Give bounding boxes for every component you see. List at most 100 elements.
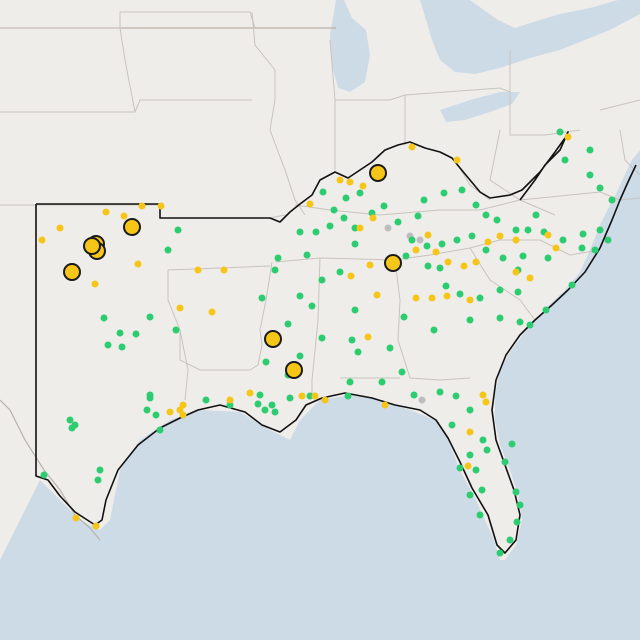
green-marker[interactable]: [312, 228, 320, 236]
green-marker[interactable]: [296, 352, 304, 360]
yellow-marker[interactable]: [138, 202, 146, 210]
yellow-marker[interactable]: [321, 396, 329, 404]
green-marker[interactable]: [303, 251, 311, 259]
green-marker[interactable]: [420, 196, 428, 204]
yellow-marker[interactable]: [336, 176, 344, 184]
green-marker[interactable]: [468, 232, 476, 240]
yellow-marker[interactable]: [526, 274, 534, 282]
green-marker[interactable]: [516, 318, 524, 326]
green-marker[interactable]: [258, 294, 266, 302]
green-marker[interactable]: [268, 401, 276, 409]
yellow-marker[interactable]: [432, 248, 440, 256]
green-marker[interactable]: [132, 330, 140, 338]
yellow-marker[interactable]: [472, 258, 480, 266]
green-marker[interactable]: [66, 416, 74, 424]
yellow-marker[interactable]: [364, 333, 372, 341]
green-marker[interactable]: [559, 236, 567, 244]
green-marker[interactable]: [586, 171, 594, 179]
green-marker[interactable]: [506, 536, 514, 544]
large-yellow-marker[interactable]: [63, 263, 81, 281]
yellow-marker[interactable]: [544, 231, 552, 239]
green-marker[interactable]: [356, 189, 364, 197]
yellow-marker[interactable]: [428, 294, 436, 302]
green-marker[interactable]: [354, 348, 362, 356]
green-marker[interactable]: [476, 294, 484, 302]
large-yellow-marker[interactable]: [83, 237, 101, 255]
green-marker[interactable]: [254, 400, 262, 408]
green-marker[interactable]: [448, 421, 456, 429]
green-marker[interactable]: [579, 230, 587, 238]
green-marker[interactable]: [458, 186, 466, 194]
yellow-marker[interactable]: [346, 178, 354, 186]
yellow-marker[interactable]: [496, 232, 504, 240]
green-marker[interactable]: [453, 236, 461, 244]
green-marker[interactable]: [410, 391, 418, 399]
green-marker[interactable]: [342, 194, 350, 202]
green-marker[interactable]: [526, 321, 534, 329]
green-marker[interactable]: [336, 268, 344, 276]
yellow-marker[interactable]: [412, 294, 420, 302]
green-marker[interactable]: [479, 436, 487, 444]
yellow-marker[interactable]: [453, 156, 461, 164]
green-marker[interactable]: [116, 329, 124, 337]
yellow-marker[interactable]: [102, 208, 110, 216]
yellow-marker[interactable]: [482, 398, 490, 406]
green-marker[interactable]: [501, 458, 509, 466]
large-yellow-marker[interactable]: [123, 218, 141, 236]
green-marker[interactable]: [256, 391, 264, 399]
yellow-marker[interactable]: [166, 408, 174, 416]
green-marker[interactable]: [476, 511, 484, 519]
green-marker[interactable]: [40, 471, 48, 479]
green-marker[interactable]: [394, 218, 402, 226]
green-marker[interactable]: [440, 189, 448, 197]
yellow-marker[interactable]: [311, 392, 319, 400]
yellow-marker[interactable]: [38, 236, 46, 244]
green-marker[interactable]: [306, 392, 314, 400]
green-marker[interactable]: [261, 406, 269, 414]
gray-marker[interactable]: [418, 396, 426, 404]
green-marker[interactable]: [146, 313, 154, 321]
large-yellow-marker[interactable]: [384, 254, 402, 272]
green-marker[interactable]: [156, 426, 164, 434]
green-marker[interactable]: [608, 196, 616, 204]
green-marker[interactable]: [318, 334, 326, 342]
green-marker[interactable]: [378, 378, 386, 386]
green-marker[interactable]: [346, 378, 354, 386]
green-marker[interactable]: [496, 286, 504, 294]
green-marker[interactable]: [262, 358, 270, 366]
green-marker[interactable]: [172, 326, 180, 334]
yellow-marker[interactable]: [246, 389, 254, 397]
yellow-marker[interactable]: [466, 296, 474, 304]
green-marker[interactable]: [71, 421, 79, 429]
green-marker[interactable]: [94, 476, 102, 484]
yellow-marker[interactable]: [460, 262, 468, 270]
green-marker[interactable]: [340, 214, 348, 222]
yellow-marker[interactable]: [366, 261, 374, 269]
green-marker[interactable]: [544, 254, 552, 262]
gray-marker[interactable]: [384, 224, 392, 232]
green-marker[interactable]: [478, 486, 486, 494]
green-marker[interactable]: [496, 314, 504, 322]
green-marker[interactable]: [466, 316, 474, 324]
yellow-marker[interactable]: [92, 522, 100, 530]
green-marker[interactable]: [326, 222, 334, 230]
green-marker[interactable]: [146, 394, 154, 402]
yellow-marker[interactable]: [306, 200, 314, 208]
green-marker[interactable]: [408, 236, 416, 244]
yellow-marker[interactable]: [564, 133, 572, 141]
yellow-marker[interactable]: [512, 268, 520, 276]
green-marker[interactable]: [104, 341, 112, 349]
yellow-marker[interactable]: [443, 292, 451, 300]
green-marker[interactable]: [118, 343, 126, 351]
green-marker[interactable]: [483, 446, 491, 454]
green-marker[interactable]: [424, 262, 432, 270]
yellow-marker[interactable]: [424, 231, 432, 239]
yellow-marker[interactable]: [194, 266, 202, 274]
green-marker[interactable]: [351, 306, 359, 314]
green-marker[interactable]: [561, 156, 569, 164]
green-marker[interactable]: [348, 336, 356, 344]
green-marker[interactable]: [591, 246, 599, 254]
green-marker[interactable]: [586, 146, 594, 154]
green-marker[interactable]: [514, 288, 522, 296]
green-marker[interactable]: [513, 518, 521, 526]
